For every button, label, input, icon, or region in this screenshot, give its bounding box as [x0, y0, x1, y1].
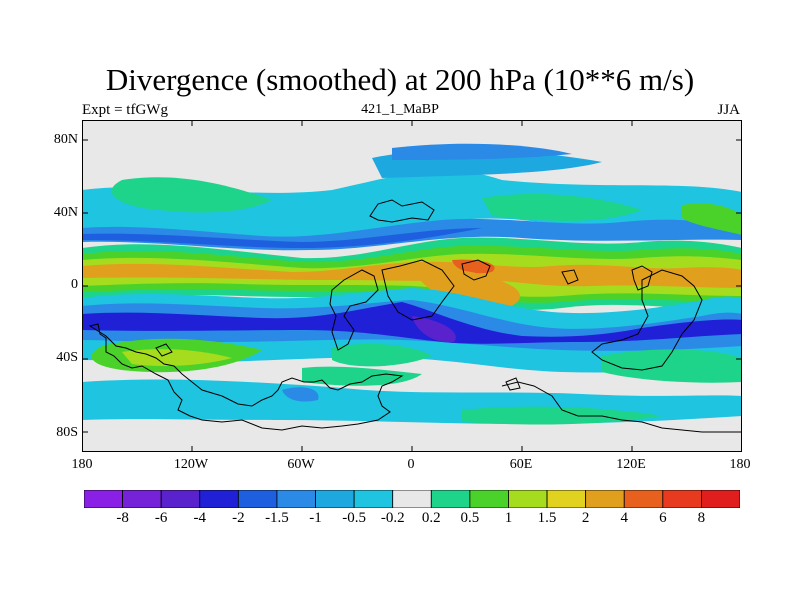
colorbar-swatch: [199, 490, 239, 508]
experiment-label: Expt = tfGWg: [82, 102, 168, 118]
colorbar-label: -8: [116, 510, 129, 526]
coastline-arabia: [461, 259, 491, 281]
plot-title: Divergence (smoothed) at 200 hPa (10**6 …: [105, 62, 695, 97]
contour-green-south-4: [122, 349, 232, 366]
colorbar-label: -2: [232, 510, 245, 526]
colorbar-swatch: [623, 490, 664, 508]
contour-green-north-3: [682, 203, 742, 235]
contour-fill: [82, 120, 742, 452]
colorbar-label: 4: [620, 510, 628, 526]
coastline-africa: [381, 259, 455, 321]
colorbar-swatch: [508, 490, 548, 508]
colorbar: [84, 490, 740, 508]
colorbar-swatch: [160, 490, 201, 508]
colorbar-swatch: [392, 490, 432, 508]
colorbar-label: -1: [309, 510, 322, 526]
contour-south-strong: [82, 302, 742, 344]
lat-label-0: 0: [71, 277, 78, 292]
colorbar-swatch: [662, 490, 702, 508]
colorbar-swatch: [701, 490, 740, 508]
contour-green-north-1: [111, 177, 272, 213]
axis-ticks: [82, 120, 742, 452]
colorbar-label: -0.5: [342, 510, 366, 526]
coastline-asia-east: [591, 269, 703, 371]
colorbar-swatch: [353, 490, 394, 508]
lon-label-60w: 60W: [287, 457, 315, 472]
colorbar-label: -6: [154, 510, 168, 526]
colorbar-swatch: [276, 490, 316, 508]
lon-label-180e: 180: [729, 457, 751, 472]
colorbar-swatch: [122, 490, 162, 508]
coastline-islands: [155, 269, 579, 391]
lat-label-40s: 40S: [56, 350, 78, 365]
lon-label-0: 0: [407, 457, 415, 472]
colorbar-swatch: [585, 490, 625, 508]
contour-southern-green-ring: [302, 366, 422, 386]
lon-label-120e: 120E: [616, 457, 646, 472]
contour-northpolar: [392, 143, 572, 160]
contour-equator-orange: [82, 261, 742, 288]
colorbar-swatch: [315, 490, 355, 508]
contour-green-north-2: [482, 194, 642, 221]
colorbar-label: -4: [193, 510, 207, 526]
colorbar-label: 1.5: [537, 510, 557, 526]
colorbar-label: 0.2: [421, 510, 441, 526]
colorbar-label: -0.2: [380, 510, 405, 526]
contour-africa-orange: [412, 268, 521, 311]
colorbar-swatch: [430, 490, 471, 508]
colorbar-label: 8: [697, 510, 706, 526]
contour-antarctic-green: [462, 406, 662, 425]
contour-green-south-2: [332, 343, 432, 367]
lat-label-40n: 40N: [53, 205, 78, 220]
contour-green-south-3: [602, 349, 742, 383]
contour-blue-north-2: [82, 228, 482, 248]
case-label: 421_1_MaBP: [361, 102, 439, 117]
season-label: JJA: [717, 102, 740, 118]
lon-label-120w: 120W: [173, 457, 209, 472]
coastline-india: [631, 265, 653, 291]
contour-south-purple: [412, 316, 456, 343]
colorbar-swatch: [546, 490, 587, 508]
contour-antarctic-blue: [282, 387, 319, 402]
coastline-europe: [369, 199, 435, 223]
divergence-map: [82, 120, 742, 452]
colorbar-label: 0.5: [460, 510, 480, 526]
lon-label-180w: 180: [71, 457, 93, 472]
coastline-africa-west: [329, 269, 379, 351]
colorbar-label: 6: [659, 510, 667, 526]
lat-label-80n: 80N: [53, 132, 78, 147]
lon-label-60e: 60E: [509, 457, 533, 472]
colorbar-swatch: [237, 490, 278, 508]
coastlines: [88, 199, 742, 433]
colorbar-label: 1: [504, 510, 513, 526]
colorbar-swatch: [84, 490, 123, 508]
colorbar-swatch: [469, 490, 509, 508]
coastline-south-america: [88, 323, 404, 431]
colorbar-label: -1.5: [265, 510, 289, 526]
colorbar-label: 2: [581, 510, 590, 526]
lat-label-80s: 80S: [56, 425, 78, 440]
coastline-australia: [501, 381, 742, 433]
